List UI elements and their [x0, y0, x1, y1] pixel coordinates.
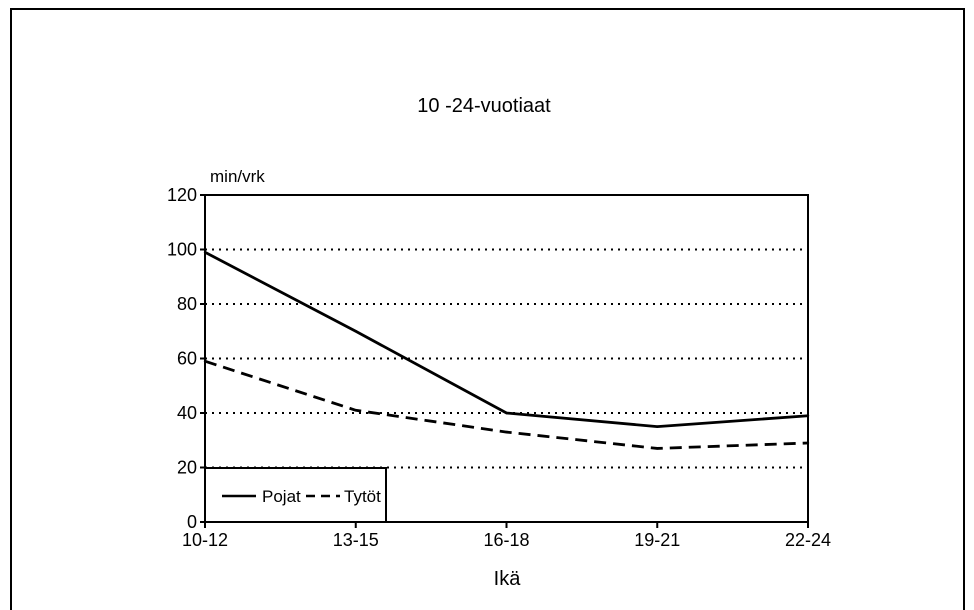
data-point-tytöt-22-24	[806, 441, 810, 445]
x-axis-ticks: 10-12 13-15 16-18 19-21 22-24	[182, 522, 831, 550]
x-axis-label: Ikä	[494, 568, 522, 590]
legend-label-tytot: Tytöt	[344, 487, 381, 506]
data-point-pojat-19-21	[656, 425, 659, 428]
data-point-pojat-13-15	[354, 330, 357, 333]
legend: Pojat Tytöt	[204, 467, 387, 523]
data-point-tytöt-19-21	[656, 447, 659, 450]
y-axis-label: min/vrk	[210, 167, 265, 186]
data-point-pojat-22-24	[806, 414, 810, 417]
series-line-tytöt	[204, 359, 809, 450]
data-point-pojat-16-18	[505, 411, 508, 415]
gridlines	[205, 248, 808, 469]
x-tick-label-13-15: 13-15	[333, 530, 379, 550]
y-tick-label-40: 40	[177, 403, 197, 423]
series-line-pojat	[204, 250, 809, 429]
y-tick-label-0: 0	[187, 512, 197, 532]
data-point-tytöt-10-12	[203, 360, 207, 363]
x-tick-label-10-12: 10-12	[182, 530, 228, 550]
y-tick-label-20: 20	[177, 458, 197, 478]
chart-title: 10 -24-vuotiaat	[417, 95, 551, 117]
legend-label-pojat: Pojat	[262, 487, 301, 506]
x-tick-label-19-21: 19-21	[634, 530, 680, 550]
x-tick-label-22-24: 22-24	[785, 530, 831, 550]
data-point-tytöt-13-15	[354, 409, 357, 412]
data-point-pojat-10-12	[203, 251, 207, 254]
series-lines	[203, 250, 810, 450]
y-tick-label-120: 120	[167, 185, 197, 205]
y-tick-label-80: 80	[177, 294, 197, 314]
x-tick-label-16-18: 16-18	[483, 530, 529, 550]
y-axis-ticks: 0 20 40 60 80 100 120	[167, 185, 205, 532]
figure-frame	[10, 8, 965, 610]
data-point-tytöt-16-18	[505, 430, 508, 434]
y-tick-label-60: 60	[177, 349, 197, 369]
y-tick-label-100: 100	[167, 240, 197, 260]
